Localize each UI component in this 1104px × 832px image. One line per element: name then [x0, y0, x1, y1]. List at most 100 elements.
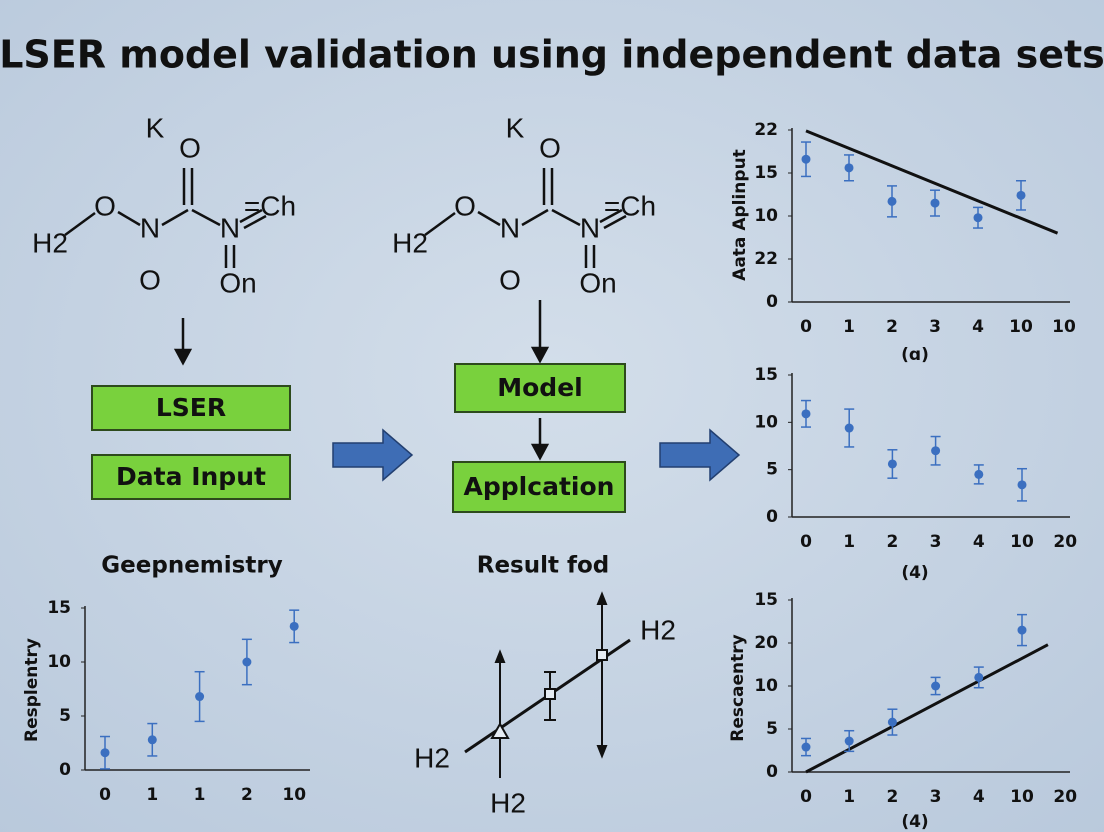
data-point	[195, 692, 205, 702]
bond	[603, 214, 627, 230]
data-point	[931, 681, 941, 691]
y-tick-label: 22	[754, 249, 778, 269]
y-tick-label: 20	[754, 633, 778, 653]
x-tick-label: 20	[1053, 532, 1077, 552]
flow-arrows	[173, 300, 550, 461]
x-tick-label: 10	[1009, 317, 1033, 337]
x-tick-label: 10	[282, 785, 306, 805]
box-label: Applcation	[464, 472, 615, 501]
data-point	[1016, 190, 1026, 200]
data-point	[844, 736, 854, 746]
y-tick-label: 15	[754, 590, 778, 610]
x-tick-label: 0	[800, 317, 812, 337]
y-tick-label: 22	[754, 120, 778, 140]
process-box	[454, 363, 626, 413]
chart-title: Geepnemistry	[101, 553, 282, 579]
x-tick-label: 4	[973, 787, 985, 807]
data-point	[973, 213, 983, 223]
x-tick-label: 10	[1052, 317, 1076, 337]
y-tick-label: 5	[766, 460, 778, 480]
diagram-title: Result fod	[477, 553, 610, 579]
x-tick-label: 0	[99, 785, 111, 805]
x-tick-label: 1	[146, 785, 158, 805]
atom-label: H2	[392, 227, 428, 258]
y-tick-label: 10	[754, 676, 778, 696]
y-tick-label: 0	[59, 760, 71, 780]
trend-line	[805, 129, 1059, 235]
data-point	[801, 409, 811, 419]
diagram-label: H2	[490, 787, 526, 818]
bond	[64, 211, 96, 237]
x-axis-title: (ɑ)	[901, 345, 929, 365]
data-point	[887, 717, 897, 727]
x-tick-label: 4	[973, 532, 985, 552]
atom-label: On	[219, 267, 256, 298]
bond	[243, 214, 267, 230]
block-arrows	[332, 428, 741, 482]
data-point	[1017, 480, 1027, 490]
bond	[239, 208, 263, 224]
y-tick-label: 0	[766, 507, 778, 527]
data-point	[147, 735, 157, 745]
bond	[551, 208, 581, 227]
y-tick-label: 15	[754, 365, 778, 385]
x-tick-label: 3	[930, 787, 942, 807]
data-point	[931, 446, 941, 456]
y-tick-label: 0	[766, 292, 778, 312]
x-tick-label: 2	[241, 785, 253, 805]
data-point	[100, 748, 110, 758]
process-box	[452, 461, 626, 513]
data-point	[974, 672, 984, 682]
y-tick-label: 5	[766, 719, 778, 739]
y-axis-title: Aata Aplinput	[730, 149, 750, 281]
result-diagram	[464, 591, 631, 778]
box-label: Data Input	[116, 462, 266, 491]
data-point	[801, 742, 811, 752]
y-tick-label: 10	[47, 652, 71, 672]
y-tick-label: 10	[754, 412, 778, 432]
bond	[599, 208, 623, 224]
bond	[521, 208, 549, 227]
x-tick-label: 4	[972, 317, 984, 337]
bond	[161, 208, 189, 227]
bond	[191, 208, 221, 227]
x-tick-label: 1	[843, 532, 855, 552]
y-axis-title: Resplentry	[22, 638, 42, 742]
diagram-label: H2	[414, 742, 450, 773]
x-tick-label: 0	[800, 787, 812, 807]
atom-label: O	[499, 264, 521, 295]
data-point	[930, 198, 940, 208]
bond	[477, 210, 501, 227]
y-axis-title: Rescaentry	[728, 634, 748, 742]
data-point	[887, 196, 897, 206]
x-tick-label: 10	[1010, 532, 1034, 552]
data-point	[289, 621, 299, 631]
x-tick-label: 3	[929, 317, 941, 337]
atom-label: O	[94, 190, 116, 221]
box-label: LSER	[156, 393, 226, 422]
x-tick-label: 2	[886, 317, 898, 337]
atom-label: N	[500, 212, 520, 243]
atom-label: O	[539, 132, 561, 163]
title: LSER model validation using independent …	[0, 33, 1104, 77]
y-tick-label: 5	[59, 706, 71, 726]
x-tick-label: 1	[194, 785, 206, 805]
data-point	[242, 657, 252, 667]
atom-label: O	[179, 132, 201, 163]
bond	[424, 211, 456, 237]
x-tick-label: 1	[843, 787, 855, 807]
y-tick-label: 10	[754, 206, 778, 226]
atom-label: O	[139, 264, 161, 295]
process-box	[91, 385, 291, 431]
x-tick-label: 2	[886, 787, 898, 807]
atom-label: =Ch	[604, 190, 656, 221]
y-tick-label: 15	[47, 598, 71, 618]
data-point	[887, 459, 897, 469]
data-point	[801, 154, 811, 164]
y-tick-label: 15	[754, 163, 778, 183]
atom-label: =Ch	[244, 190, 296, 221]
x-axis-title: (4)	[901, 812, 928, 832]
x-tick-label: 10	[1010, 787, 1034, 807]
